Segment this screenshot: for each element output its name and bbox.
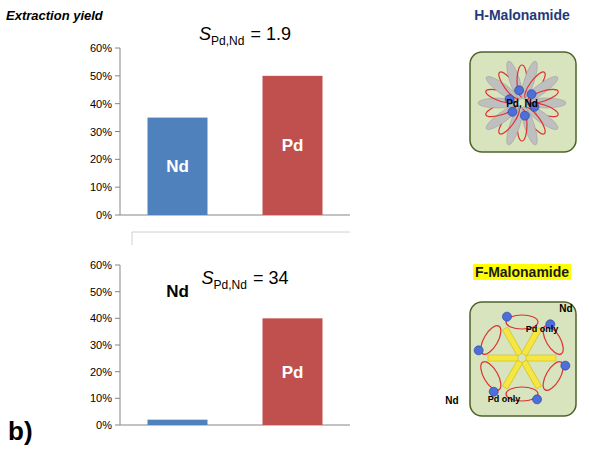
outside-label: Nd [445,395,458,406]
bar [148,118,208,215]
y-tick [115,425,120,426]
annotation-symbol: S [202,268,214,288]
category-label: Nd [166,157,189,176]
y-tick [115,159,120,160]
y-tick [115,48,120,49]
y-tick-label: 20% [90,366,112,378]
diagram-title: H-Malonamide [474,7,570,23]
bar [148,420,208,425]
metal-ion [533,395,542,404]
y-tick-label: 0% [96,209,112,221]
outside-label: Nd [559,303,572,314]
diagram: H-Malonamide Pd, Nd [470,7,576,152]
fluorinated-chain [526,355,556,361]
y-tick [115,265,120,266]
y-tick-label: 30% [90,339,112,351]
metal-ion [515,86,524,95]
metal-ion [561,361,570,370]
category-label: Pd [282,136,304,155]
fluorinated-chain [521,360,541,389]
y-tick-label: 60% [90,42,112,54]
y-tick [115,318,120,319]
diagram-label: Pd, Nd [506,98,538,109]
y-tick [115,345,120,346]
selectivity-annotation: SPd,Nd = 1.9 [199,24,291,48]
y-tick-label: 10% [90,181,112,193]
selectivity-annotation: SPd,Nd = 34 [202,268,289,292]
annotation-symbol: S [199,24,211,44]
bar [263,76,323,215]
bars [148,76,323,215]
y-tick-label: 50% [90,286,112,298]
annotation-text: = 34 [253,268,289,288]
figure: Extraction yield0%10%20%30%40%50%60%NdPd… [0,0,590,457]
category-label: Pd [282,363,304,382]
y-tick-label: 0% [96,419,112,431]
annotation-text: = 1.9 [250,24,291,44]
diagram: F-MalonamidePd onlyPd onlyNdNd [445,264,576,416]
y-tick-label: 40% [90,312,112,324]
diagram-label: Pd only [526,324,559,334]
y-tick [115,103,120,104]
metal-ion [502,312,511,321]
y-axis-title: Extraction yield [6,8,104,23]
y-tick-label: 40% [90,98,112,110]
y-tick [115,187,120,188]
metal-ion [474,346,483,355]
y-tick-label: 30% [90,126,112,138]
y-tick [115,398,120,399]
y-tick [115,131,120,132]
chart-panel: 0% 10% 20% 30% 40% 50% 60% Nd Pd SPd,Nd = 34 [90,259,350,431]
micelle-box [470,52,576,152]
fluorinated-chain [488,355,518,361]
category-label: Nd [166,282,189,301]
y-tick-label: 10% [90,392,112,404]
y-tick [115,75,120,76]
diagram-label: Pd only [488,394,521,404]
frame-line [132,232,350,245]
y-tick-label: 20% [90,153,112,165]
chart-panel: Extraction yield 0% 10% 20% 30% 40% 50% 60% Nd Pd… [6,8,350,221]
panel-label: b) [8,416,33,446]
metal-ion [520,111,529,120]
micelle-box [470,302,576,416]
y-tick-label: 60% [90,259,112,271]
y-tick [115,371,120,372]
bar [263,318,323,425]
fluorinated-chain [502,360,522,389]
fluorinated-chain [502,327,522,356]
annotation-subscript: Pd,Nd [214,278,247,292]
y-tick [115,291,120,292]
title-highlight [473,264,571,280]
annotation-subscript: Pd,Nd [211,34,244,48]
y-tick-label: 50% [90,70,112,82]
diagram-title: F-Malonamide [475,264,569,280]
y-tick [115,215,120,216]
bars [148,318,323,425]
